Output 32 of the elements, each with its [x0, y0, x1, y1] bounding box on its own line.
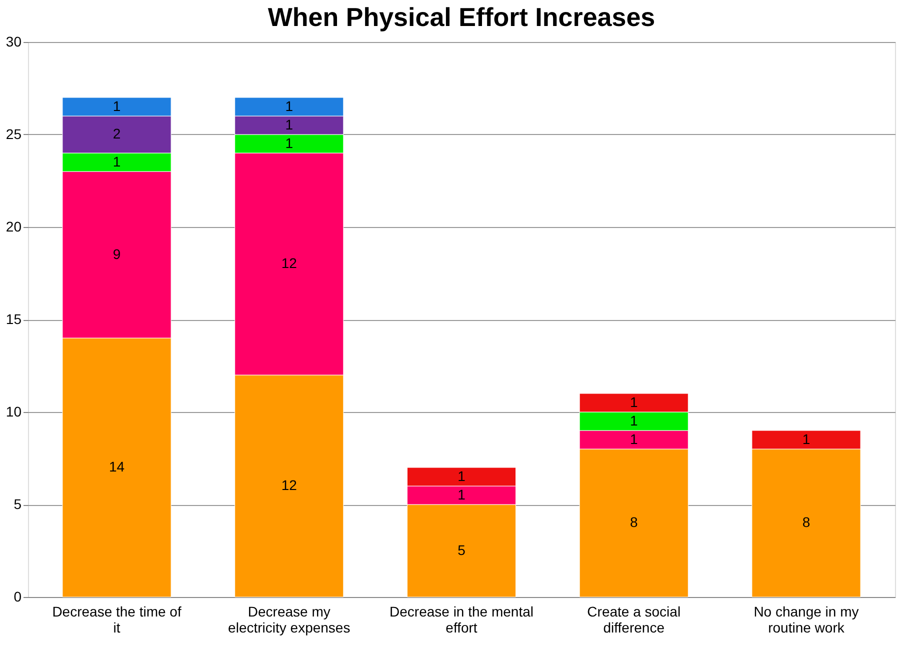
- data-label: 8: [802, 514, 810, 530]
- chart-title: When Physical Effort Increases: [268, 2, 656, 32]
- y-tick-label: 10: [6, 404, 22, 420]
- data-label: 2: [112, 126, 121, 142]
- y-tick-label: 30: [6, 34, 22, 50]
- x-tick-label: Create a social difference: [587, 604, 681, 636]
- x-tick-label: Decrease the time of it: [52, 604, 182, 636]
- data-label: 12: [281, 477, 298, 493]
- data-label: 1: [630, 394, 638, 410]
- x-tick-label: Decrease my electricity expenses: [228, 604, 350, 636]
- data-label: 1: [285, 116, 294, 132]
- y-tick-label: 15: [6, 311, 22, 327]
- data-label: 1: [285, 98, 294, 114]
- x-tick-label: Decrease in the mental effort: [390, 604, 534, 636]
- y-tick-label: 5: [14, 496, 22, 512]
- data-label: 9: [112, 246, 121, 262]
- data-label: 14: [108, 458, 125, 474]
- data-label: 12: [281, 255, 298, 271]
- data-label: 8: [630, 514, 638, 530]
- data-label: 1: [112, 98, 121, 114]
- data-label: 1: [802, 430, 810, 447]
- y-tick-label: 20: [6, 218, 22, 234]
- data-label: 1: [112, 153, 121, 170]
- y-tick-label: 0: [14, 588, 22, 604]
- data-label: 1: [458, 486, 466, 502]
- y-tick-label: 25: [6, 126, 22, 142]
- data-label: 1: [285, 134, 294, 151]
- data-label: 5: [458, 542, 466, 558]
- data-label: 1: [458, 468, 466, 484]
- data-label: 1: [630, 430, 638, 447]
- data-label: 1: [630, 412, 638, 428]
- x-tick-label: No change in my routine work: [754, 604, 859, 636]
